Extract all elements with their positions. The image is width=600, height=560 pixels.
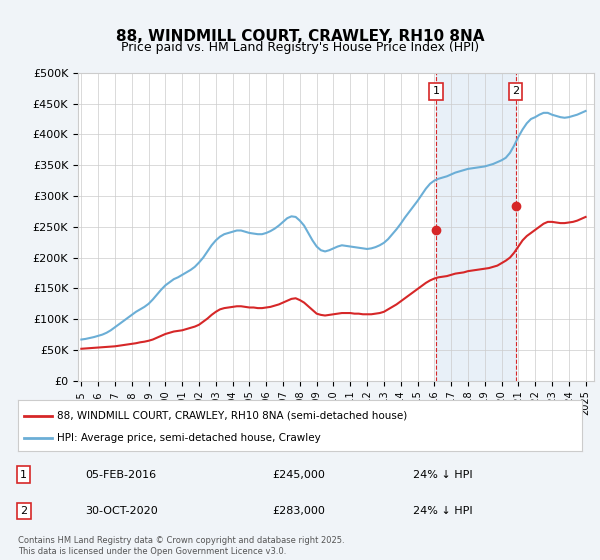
Text: £245,000: £245,000: [272, 470, 325, 479]
Text: 05-FEB-2016: 05-FEB-2016: [86, 470, 157, 479]
Text: Price paid vs. HM Land Registry's House Price Index (HPI): Price paid vs. HM Land Registry's House …: [121, 41, 479, 54]
Bar: [436, 73, 515, 381]
Text: 1: 1: [20, 470, 27, 479]
Text: 88, WINDMILL COURT, CRAWLEY, RH10 8NA (semi-detached house): 88, WINDMILL COURT, CRAWLEY, RH10 8NA (s…: [58, 410, 408, 421]
Text: Contains HM Land Registry data © Crown copyright and database right 2025.
This d: Contains HM Land Registry data © Crown c…: [18, 536, 344, 556]
Text: 24% ↓ HPI: 24% ↓ HPI: [413, 506, 472, 516]
Text: 2: 2: [512, 86, 519, 96]
Text: 2: 2: [20, 506, 27, 516]
Text: 24% ↓ HPI: 24% ↓ HPI: [413, 470, 472, 479]
Text: HPI: Average price, semi-detached house, Crawley: HPI: Average price, semi-detached house,…: [58, 433, 321, 443]
Text: 88, WINDMILL COURT, CRAWLEY, RH10 8NA: 88, WINDMILL COURT, CRAWLEY, RH10 8NA: [116, 29, 484, 44]
Text: £283,000: £283,000: [272, 506, 325, 516]
Text: 1: 1: [433, 86, 439, 96]
Text: 30-OCT-2020: 30-OCT-2020: [86, 506, 158, 516]
